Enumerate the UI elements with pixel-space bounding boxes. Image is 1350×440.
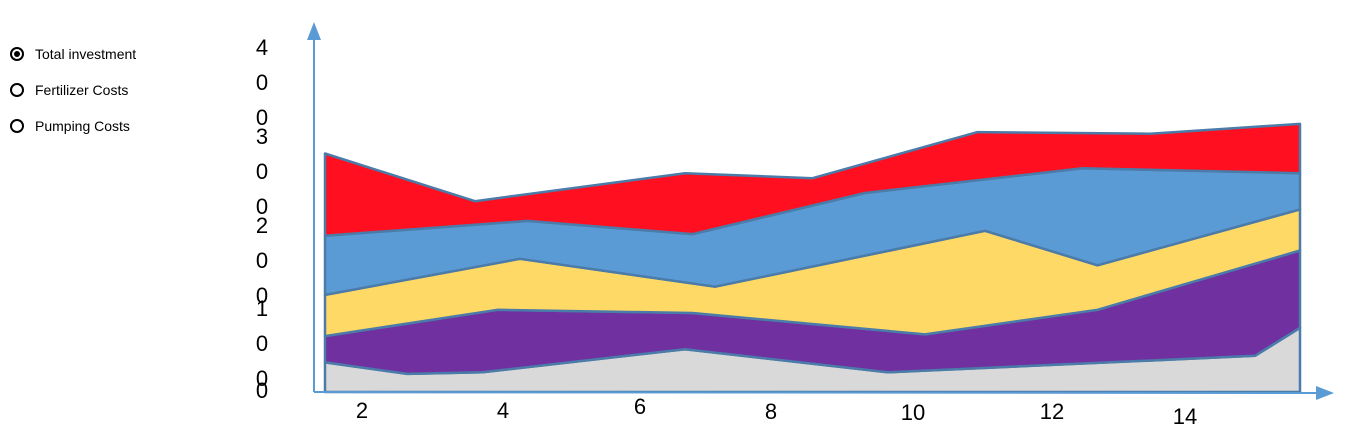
legend-label: Pumping Costs	[35, 118, 130, 134]
y-axis-arrow-icon	[307, 22, 321, 40]
tick-labels: 2 4 6 8 10 12 14 4 0 03 0 02 0 01 0 00	[256, 35, 1197, 429]
radio-icon[interactable]	[10, 47, 24, 61]
area-series-group	[323, 122, 1302, 394]
x-tick-label: 12	[1040, 399, 1064, 424]
legend: Total investment Fertilizer Costs Pumpin…	[10, 36, 136, 144]
x-axis-arrow-icon	[1316, 386, 1334, 400]
radio-icon[interactable]	[10, 83, 24, 97]
x-tick-label: 10	[901, 400, 925, 425]
x-tick-label: 6	[634, 394, 646, 419]
axes	[307, 22, 1334, 400]
legend-item-fertilizer-costs[interactable]: Fertilizer Costs	[10, 72, 136, 108]
x-tick-label: 2	[356, 398, 368, 423]
y-tick-label: 0	[256, 378, 268, 403]
x-axis-line	[313, 391, 1317, 394]
x-tick-label: 8	[765, 399, 777, 424]
x-tick-label: 4	[497, 398, 509, 423]
radio-icon[interactable]	[10, 119, 24, 133]
legend-item-total-investment[interactable]: Total investment	[10, 36, 136, 72]
area-band-5	[323, 122, 1302, 237]
legend-label: Fertilizer Costs	[35, 82, 129, 98]
x-tick-label: 14	[1173, 404, 1197, 429]
legend-item-pumping-costs[interactable]: Pumping Costs	[10, 108, 136, 144]
legend-label: Total investment	[35, 46, 137, 62]
